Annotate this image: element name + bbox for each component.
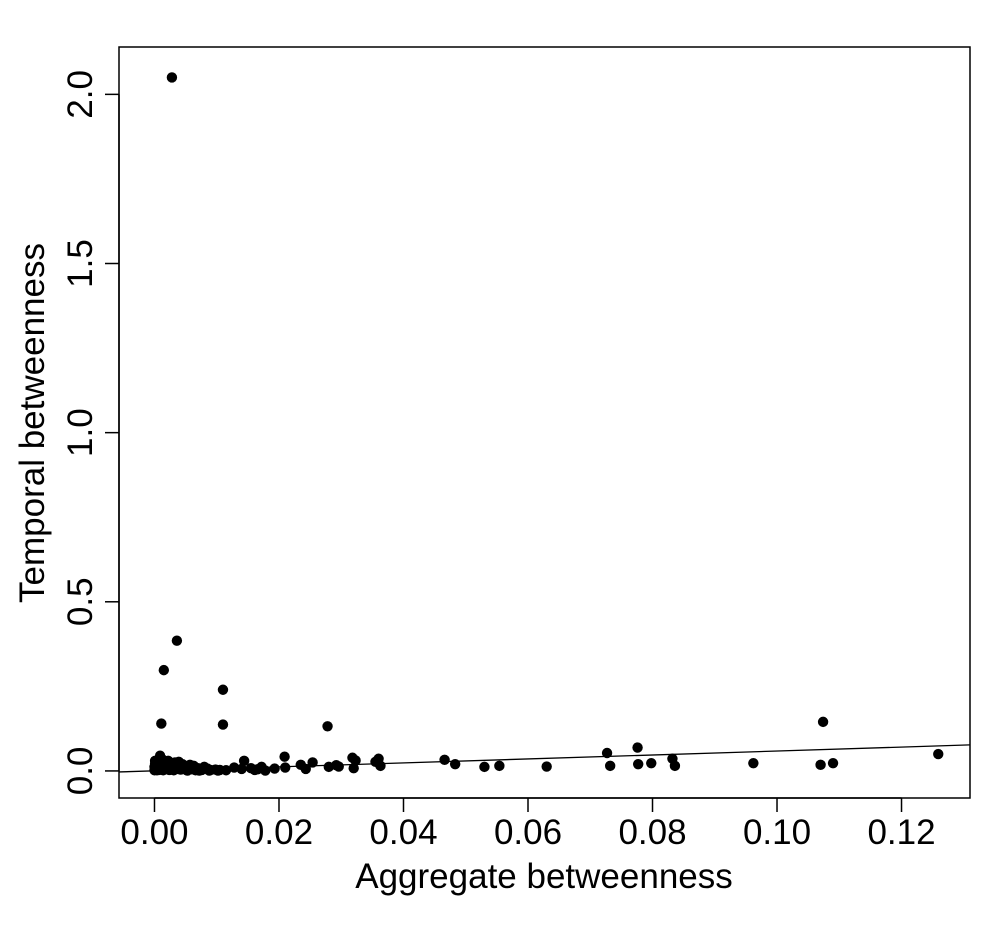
data-point — [217, 719, 229, 730]
data-point — [348, 763, 359, 774]
data-point — [322, 721, 333, 732]
data-point — [479, 761, 490, 773]
x-tick-label: 0.02 — [245, 813, 313, 852]
data-point — [933, 748, 944, 760]
data-point — [156, 718, 167, 729]
data-point — [245, 763, 257, 774]
data-point — [604, 760, 616, 772]
data-point — [212, 765, 224, 776]
data-point — [632, 758, 644, 770]
y-tick-label: 1.0 — [61, 408, 100, 457]
data-point — [217, 684, 229, 695]
data-point — [439, 754, 450, 765]
data-point — [171, 635, 183, 646]
points-layer — [149, 72, 944, 776]
data-point — [295, 759, 306, 771]
data-point — [646, 757, 657, 769]
data-point — [269, 763, 280, 774]
x-axis-title: Aggregate betweenness — [355, 857, 733, 896]
data-point — [166, 72, 178, 83]
data-point — [449, 758, 461, 770]
data-point — [194, 765, 205, 776]
x-axis: 0.00 0.02 0.04 0.06 0.08 0.10 0.12 — [120, 797, 936, 852]
data-point — [748, 757, 759, 769]
data-point — [204, 765, 215, 776]
data-point — [817, 716, 829, 728]
y-tick-label: 0.5 — [61, 577, 100, 626]
y-axis: 0.0 0.5 1.0 1.5 2.0 — [61, 70, 120, 796]
data-point — [494, 760, 505, 772]
x-tick-label: 0.06 — [494, 813, 562, 852]
x-tick-label: 0.04 — [369, 813, 437, 852]
data-point — [541, 761, 552, 772]
data-point — [307, 757, 318, 768]
data-point — [669, 760, 681, 772]
y-axis-title: Temporal betweenness — [13, 243, 52, 603]
data-point — [228, 762, 240, 773]
data-point — [827, 757, 839, 769]
y-tick-label: 1.5 — [61, 239, 100, 288]
x-tick-label: 0.08 — [618, 813, 686, 852]
data-point — [601, 747, 613, 759]
data-point — [370, 756, 381, 768]
y-tick-label: 2.0 — [61, 70, 100, 119]
y-tick-label: 0.0 — [61, 747, 100, 796]
data-point — [632, 742, 643, 753]
data-point — [279, 751, 290, 762]
data-point — [323, 761, 334, 773]
x-tick-label: 0.10 — [743, 813, 811, 852]
plot-frame — [118, 46, 971, 799]
data-point — [280, 762, 291, 773]
data-point — [238, 755, 250, 766]
data-point — [350, 755, 361, 766]
x-tick-label: 0.00 — [120, 813, 188, 852]
data-point — [158, 664, 170, 676]
data-point — [260, 765, 271, 776]
data-point — [815, 759, 826, 771]
x-tick-label: 0.12 — [867, 813, 935, 852]
data-point — [151, 764, 162, 775]
